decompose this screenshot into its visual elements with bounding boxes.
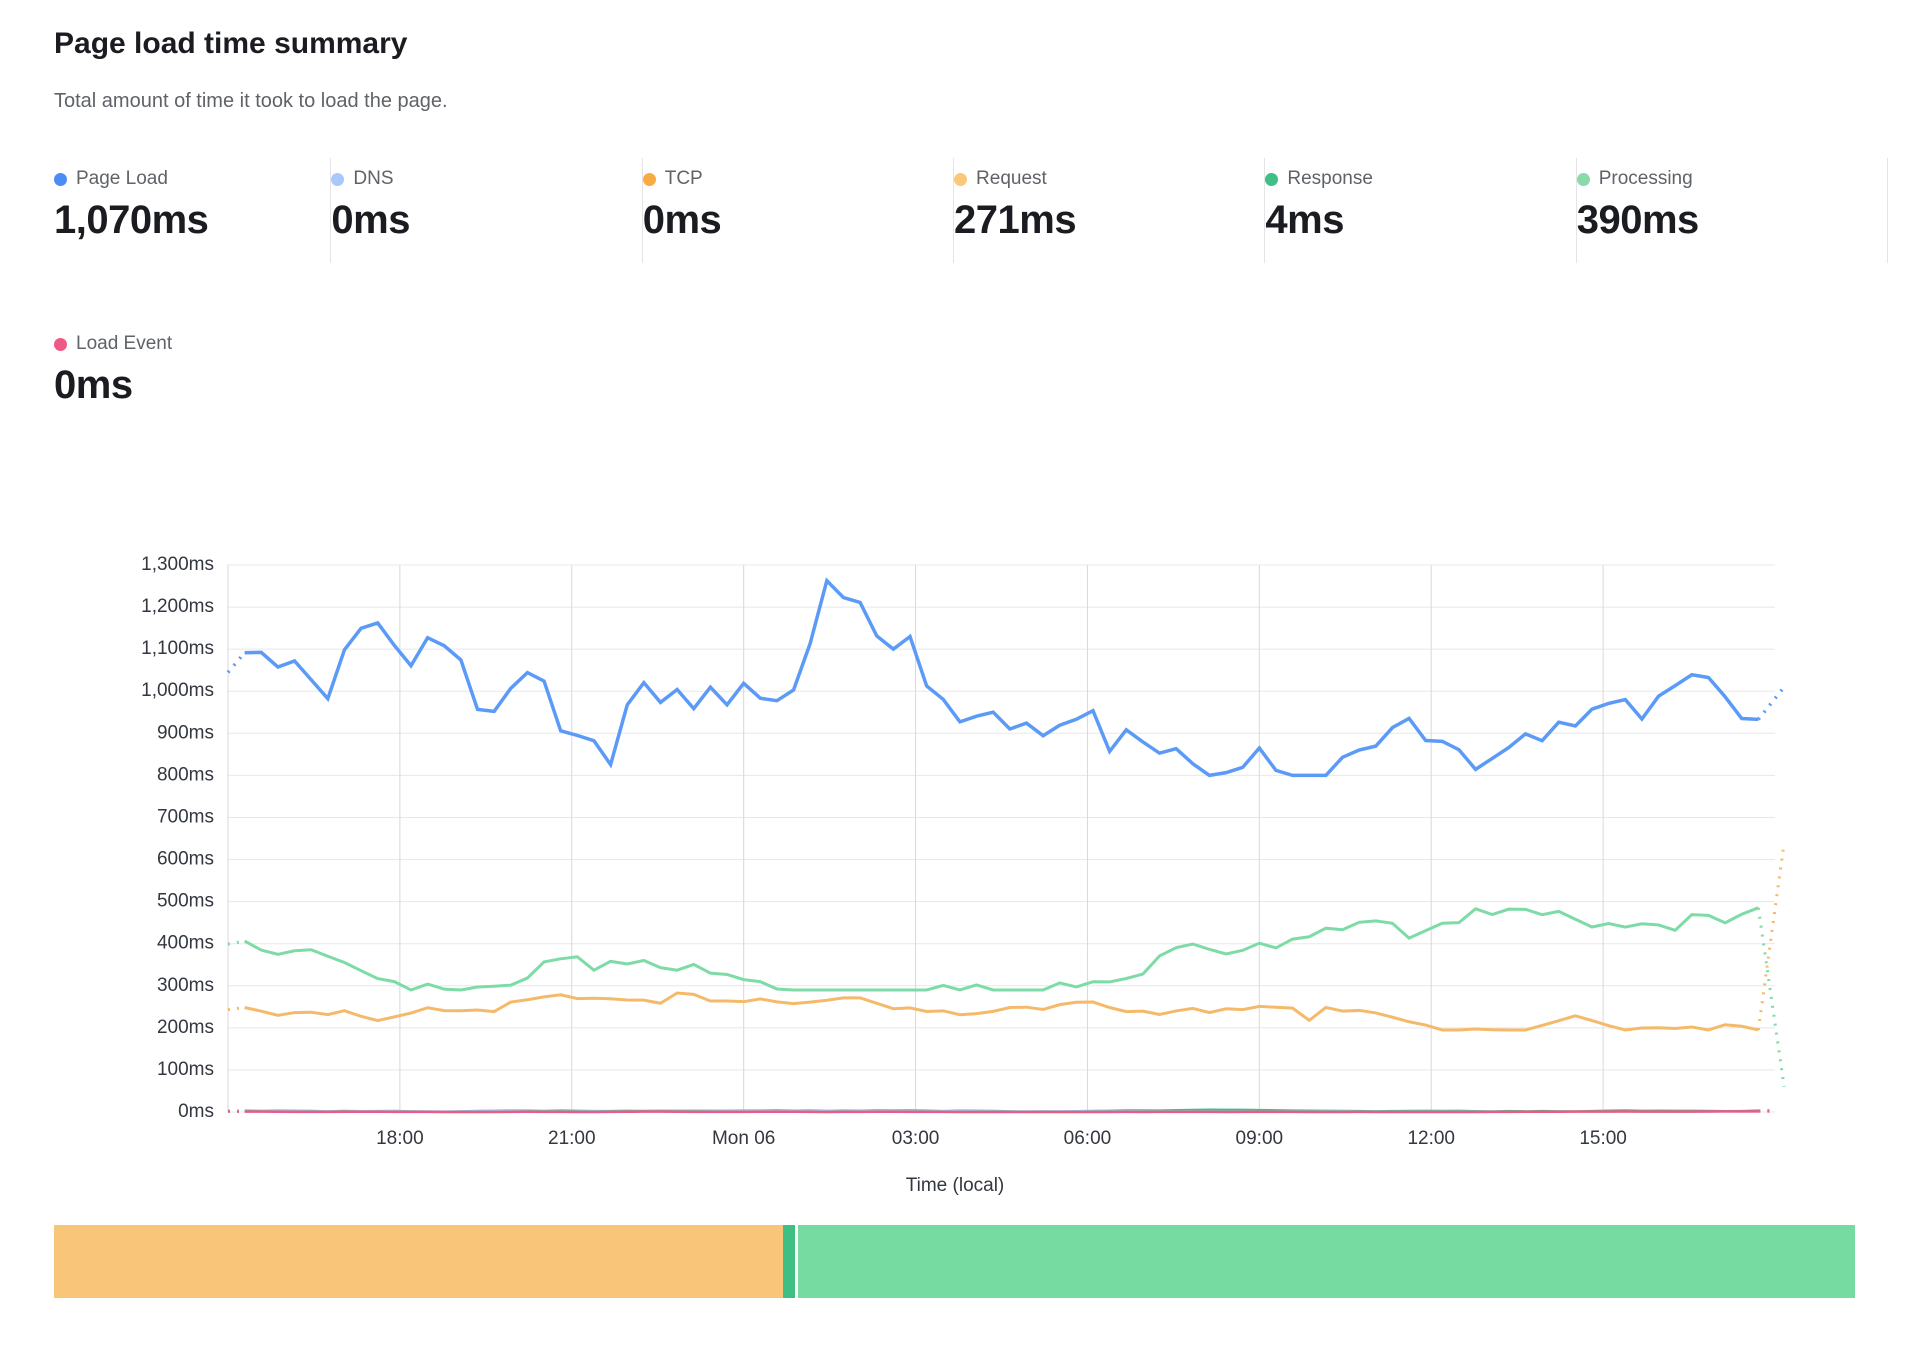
svg-text:900ms: 900ms bbox=[157, 722, 214, 743]
svg-text:700ms: 700ms bbox=[157, 806, 214, 827]
svg-text:400ms: 400ms bbox=[157, 933, 214, 954]
svg-text:21:00: 21:00 bbox=[548, 1128, 596, 1149]
svg-text:1,000ms: 1,000ms bbox=[141, 680, 214, 701]
svg-text:03:00: 03:00 bbox=[892, 1128, 940, 1149]
svg-text:1,300ms: 1,300ms bbox=[141, 555, 214, 575]
svg-text:100ms: 100ms bbox=[157, 1059, 214, 1080]
svg-text:600ms: 600ms bbox=[157, 849, 214, 870]
svg-text:200ms: 200ms bbox=[157, 1017, 214, 1038]
svg-text:18:00: 18:00 bbox=[376, 1128, 424, 1149]
svg-text:1,200ms: 1,200ms bbox=[141, 596, 214, 617]
svg-text:1,100ms: 1,100ms bbox=[141, 638, 214, 659]
svg-text:09:00: 09:00 bbox=[1236, 1128, 1284, 1149]
svg-text:800ms: 800ms bbox=[157, 764, 214, 785]
svg-text:300ms: 300ms bbox=[157, 975, 214, 996]
svg-text:15:00: 15:00 bbox=[1579, 1128, 1627, 1149]
svg-text:12:00: 12:00 bbox=[1407, 1128, 1455, 1149]
svg-text:0ms: 0ms bbox=[178, 1101, 214, 1122]
svg-text:Mon 06: Mon 06 bbox=[712, 1128, 775, 1149]
svg-text:06:00: 06:00 bbox=[1064, 1128, 1112, 1149]
svg-text:500ms: 500ms bbox=[157, 891, 214, 912]
